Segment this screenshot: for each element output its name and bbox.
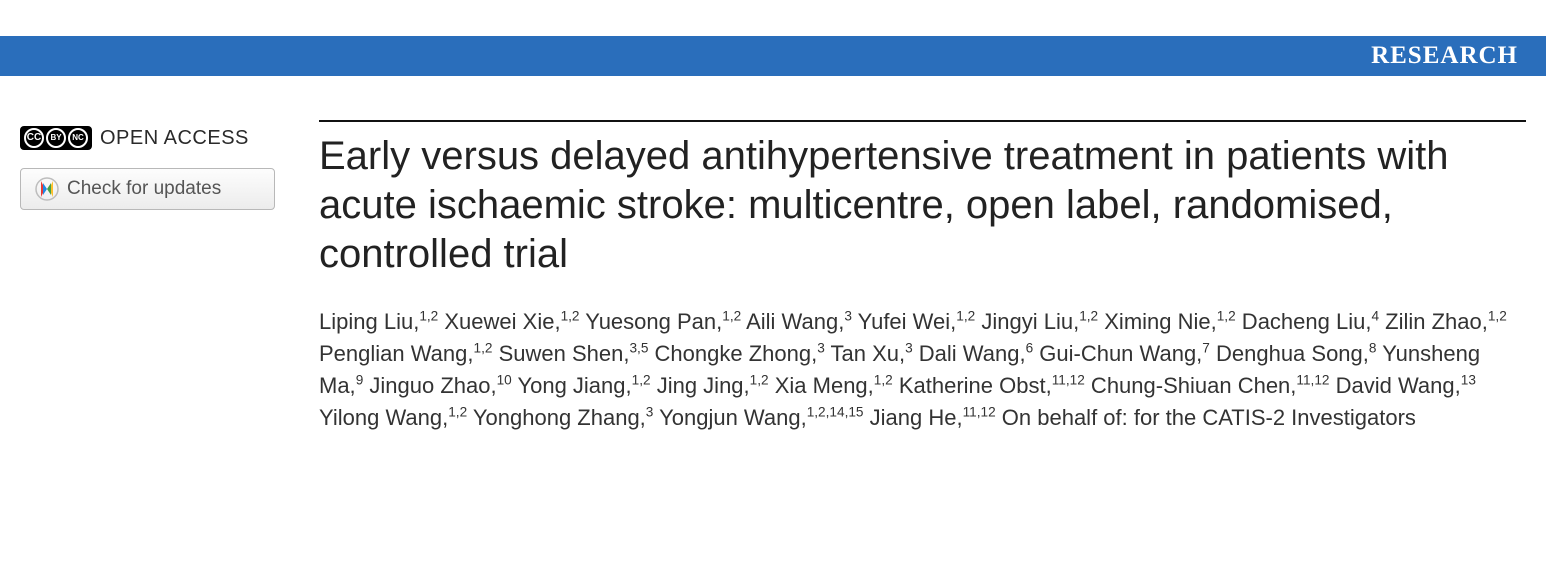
check-updates-label: Check for updates <box>67 178 221 200</box>
section-banner: RESEARCH <box>0 36 1546 76</box>
by-icon: BY <box>46 128 66 148</box>
banner-label: RESEARCH <box>1371 42 1518 70</box>
cc-license-icon: CC BY NC <box>20 126 92 150</box>
check-updates-button[interactable]: Check for updates <box>20 168 275 210</box>
article-main: Early versus delayed antihypertensive tr… <box>295 120 1526 434</box>
content-wrapper: CC BY NC OPEN ACCESS Check for updates E… <box>0 76 1546 454</box>
crossmark-icon <box>35 177 59 201</box>
title-rule <box>319 120 1526 122</box>
article-title: Early versus delayed antihypertensive tr… <box>319 132 1526 278</box>
author-list: Liping Liu,1,2 Xuewei Xie,1,2 Yuesong Pa… <box>319 306 1526 434</box>
sidebar: CC BY NC OPEN ACCESS Check for updates <box>20 120 295 434</box>
cc-icon: CC <box>24 128 44 148</box>
nc-icon: NC <box>68 128 88 148</box>
open-access-label: OPEN ACCESS <box>100 127 249 150</box>
open-access-row: CC BY NC OPEN ACCESS <box>20 126 295 150</box>
